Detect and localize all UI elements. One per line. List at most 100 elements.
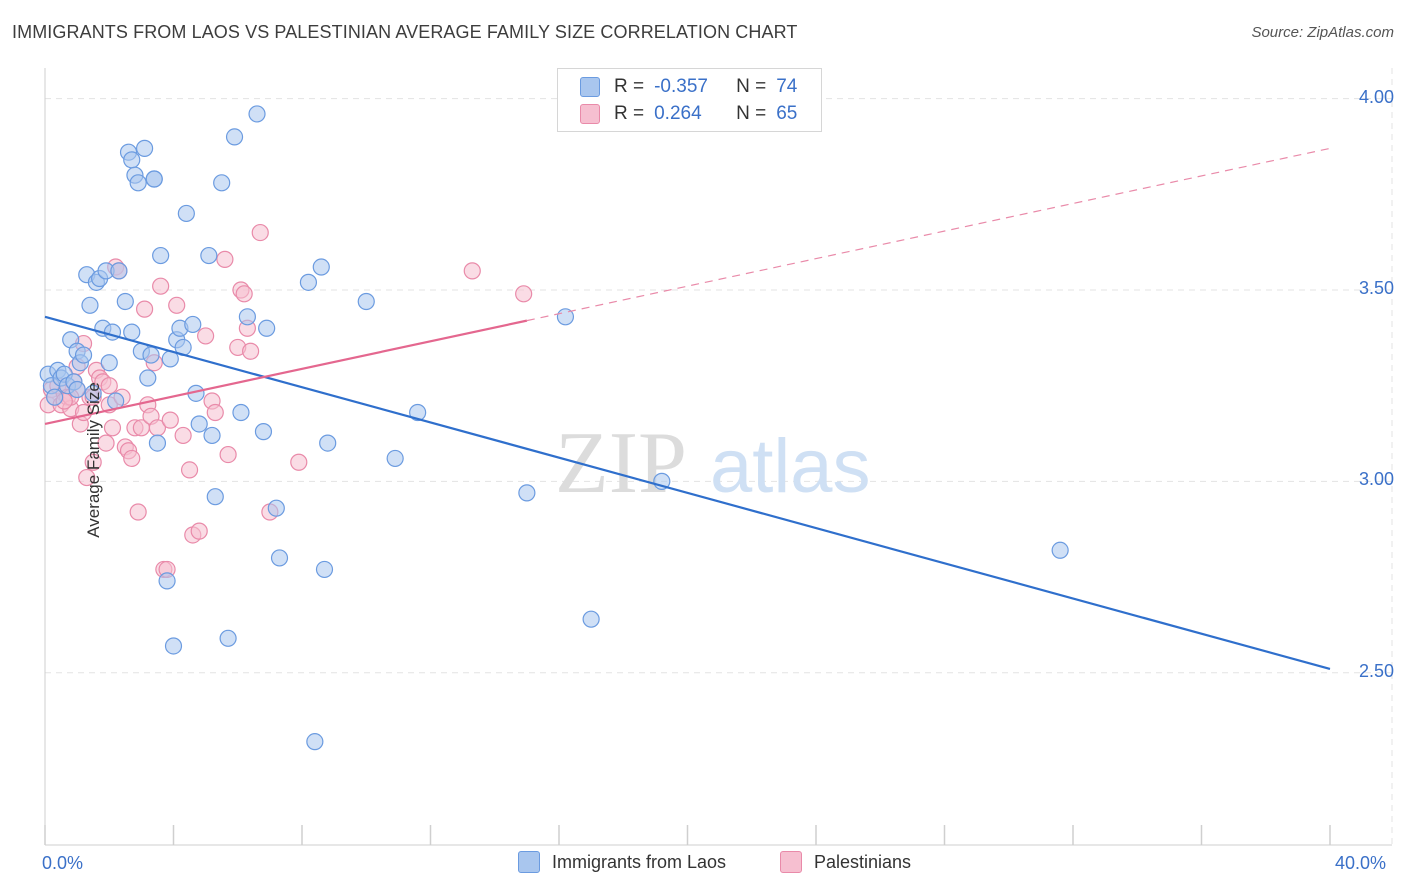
legend-swatch-palestinians [580, 104, 600, 124]
laos-point [582, 610, 600, 628]
bottom-legend-label-laos: Immigrants from Laos [552, 851, 727, 872]
palestinians-point [84, 453, 102, 471]
laos-point [206, 488, 224, 506]
legend-n-label: N = [736, 76, 767, 97]
laos-point [142, 346, 160, 364]
palestinians-point [515, 285, 533, 303]
legend-row-palestinians: R = 0.264 N = 65 [580, 100, 797, 128]
palestinians-point [206, 403, 224, 422]
laos-point [267, 499, 285, 517]
laos-point [46, 388, 64, 406]
laos-point [190, 415, 208, 433]
laos-point [68, 380, 86, 399]
laos-point [299, 273, 318, 291]
source-label: Source: ZipAtlas.com [1251, 24, 1394, 41]
y-tick-label: 3.00 [1358, 469, 1394, 490]
legend-r-label: R = [614, 103, 645, 124]
laos-point [306, 733, 324, 751]
x-tick-min: 0.0% [42, 853, 84, 873]
laos-point [135, 139, 154, 157]
palestinians-trend-line [44, 319, 528, 426]
palestinians-point [100, 377, 118, 395]
palestinians-point [180, 461, 199, 479]
bottom-legend-swatch-laos [518, 851, 540, 873]
bottom-legend-swatch-palestinians [780, 851, 802, 873]
palestinians-point [197, 327, 215, 345]
laos-point [152, 246, 170, 265]
axes [44, 68, 1392, 846]
laos-point [219, 629, 237, 647]
palestinians-point [190, 522, 208, 540]
laos-point [254, 423, 273, 441]
laos-point [145, 170, 163, 188]
laos-point [248, 105, 266, 123]
laos-trend-line [44, 315, 1331, 670]
legend-r-value: 0.264 [654, 103, 702, 124]
x-tick-max: 40.0% [1335, 853, 1387, 873]
legend-r-value: -0.357 [654, 76, 708, 97]
laos-point [148, 434, 167, 452]
laos-point [177, 204, 195, 223]
palestinians-point [219, 445, 237, 464]
bottom-legend-laos: Immigrants from Laos [518, 851, 726, 873]
palestinians-point [135, 300, 154, 318]
laos-point [386, 449, 404, 468]
legend-n-value: 74 [776, 76, 798, 97]
laos-point [312, 258, 330, 276]
palestinians-point [129, 503, 147, 521]
palestinians-trend-extension [526, 147, 1331, 322]
laos-point [225, 128, 244, 146]
laos-point [74, 346, 93, 364]
palestinians-point [463, 262, 481, 280]
laos-point [238, 308, 256, 326]
legend-row-laos: R = -0.357 N = 74 [580, 73, 797, 101]
palestinians-point [152, 277, 170, 295]
laos-point [100, 354, 118, 372]
watermark-atlas: atlas [710, 424, 871, 509]
watermark-zip: ZIP [555, 415, 687, 512]
palestinians-point [216, 250, 234, 268]
palestinians-point [168, 296, 186, 314]
laos-point [81, 296, 99, 314]
laos-point [110, 262, 128, 280]
palestinians-point [103, 419, 122, 437]
laos-point [232, 403, 250, 422]
palestinians-point [123, 449, 141, 468]
legend-swatch-laos [580, 77, 600, 97]
palestinians-point [290, 453, 308, 471]
laos-point [84, 384, 102, 402]
laos-point [518, 484, 536, 502]
chart-title: IMMIGRANTS FROM LAOS VS PALESTINIAN AVER… [12, 22, 798, 42]
laos-point [129, 174, 147, 192]
y-tick-label: 2.50 [1358, 660, 1394, 681]
legend-n-value: 65 [776, 103, 798, 124]
palestinians-point [161, 411, 179, 429]
laos-point [258, 319, 276, 337]
laos-point [164, 637, 183, 655]
laos-point [203, 426, 221, 445]
watermark: ZIP atlas [555, 415, 871, 512]
y-tick-label: 3.50 [1358, 278, 1394, 298]
laos-point [139, 369, 157, 387]
laos-point [200, 246, 218, 265]
y-axis-title: Average Family Size [83, 382, 103, 538]
laos-point [184, 315, 202, 334]
laos-point [357, 292, 375, 311]
laos-point [116, 292, 134, 311]
laos-point [409, 403, 427, 422]
trend-lines [44, 147, 1331, 670]
palestinians-point [251, 223, 269, 242]
palestinians-point [235, 285, 253, 303]
laos-point [315, 560, 334, 579]
legend-r-label: R = [614, 76, 645, 97]
laos-points [39, 105, 1069, 751]
laos-point [1051, 541, 1069, 559]
palestinians-point [97, 434, 115, 452]
laos-point [123, 323, 141, 341]
laos-point [319, 434, 337, 452]
laos-point [123, 151, 141, 169]
laos-point [270, 549, 289, 567]
laos-point [213, 174, 231, 192]
legend-n-label: N = [736, 103, 767, 124]
